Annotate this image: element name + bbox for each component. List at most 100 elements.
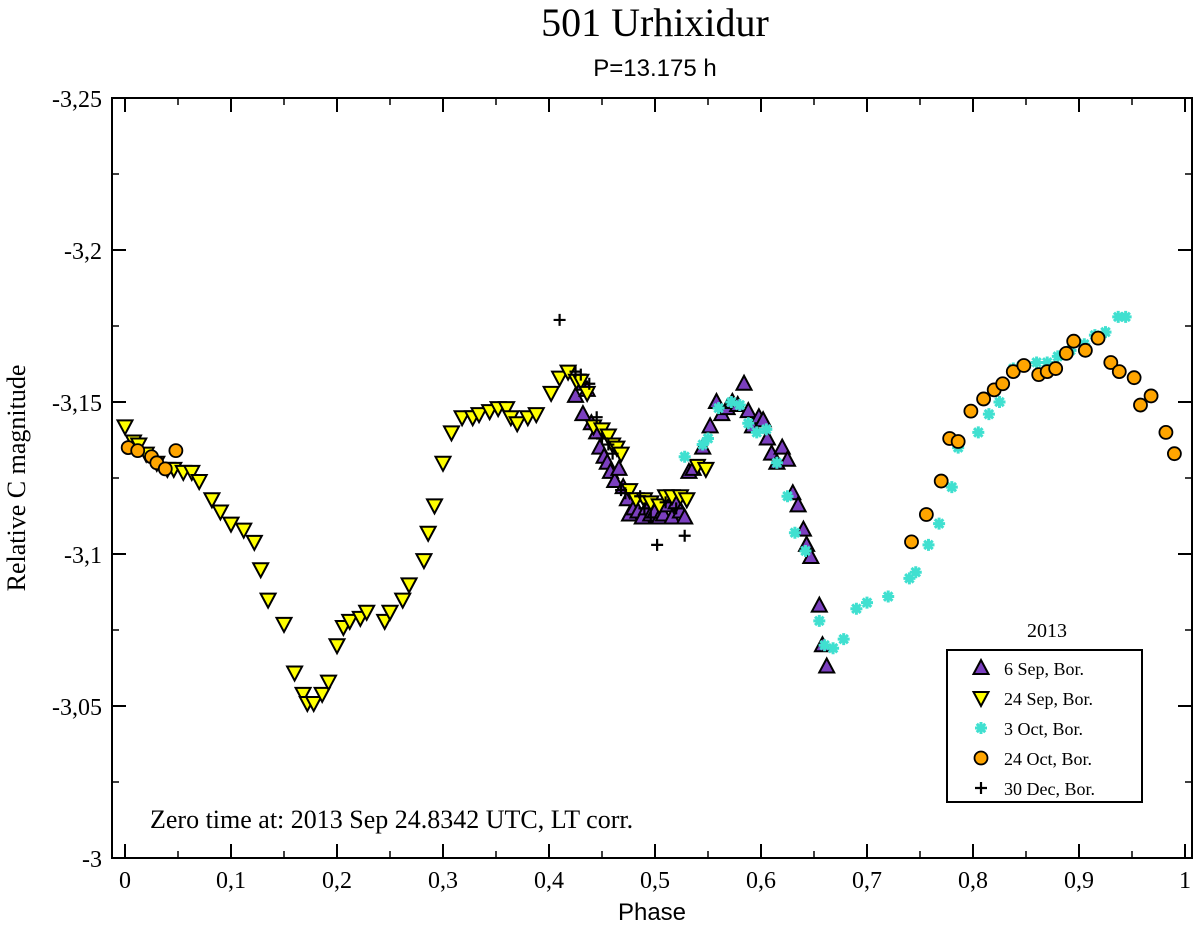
point-sep24 bbox=[469, 407, 489, 425]
point-dec30 bbox=[583, 377, 596, 390]
point-sep24 bbox=[399, 577, 419, 595]
point-oct3 bbox=[850, 602, 863, 615]
data-points bbox=[115, 310, 1182, 714]
point-sep6 bbox=[675, 507, 694, 525]
point-sep24 bbox=[245, 534, 264, 552]
point-sep24 bbox=[251, 562, 270, 580]
point-oct3 bbox=[799, 544, 812, 557]
point-oct24 bbox=[1077, 342, 1093, 358]
point-oct3 bbox=[837, 633, 850, 646]
point-dec30 bbox=[596, 432, 608, 445]
legend-label-sep24: 24 Sep, Bor. bbox=[1004, 689, 1093, 709]
point-dec30 bbox=[678, 529, 691, 542]
point-dec30 bbox=[606, 447, 619, 460]
point-oct3 bbox=[827, 642, 840, 655]
point-sep24 bbox=[182, 464, 201, 483]
point-oct24 bbox=[950, 434, 966, 449]
zero-time-annotation: Zero time at: 2013 Sep 24.8342 UTC, LT c… bbox=[150, 805, 633, 834]
point-oct3 bbox=[770, 456, 783, 469]
x-tick-label: 1 bbox=[1179, 868, 1191, 894]
point-oct3 bbox=[678, 450, 691, 463]
point-oct24 bbox=[130, 443, 146, 459]
point-oct24 bbox=[1126, 370, 1142, 386]
point-dec30 bbox=[574, 368, 587, 381]
point-oct3 bbox=[725, 396, 738, 408]
point-sep24 bbox=[234, 522, 253, 540]
x-tick-label: 0,1 bbox=[216, 868, 246, 894]
point-sep24 bbox=[599, 428, 618, 446]
y-tick-label: -3 bbox=[82, 847, 102, 873]
point-dec30 bbox=[670, 502, 683, 515]
point-sep24 bbox=[202, 492, 222, 510]
x-tick-label: 0,2 bbox=[322, 868, 352, 894]
point-oct3 bbox=[933, 517, 946, 530]
point-oct3 bbox=[1041, 356, 1054, 369]
point-sep24 bbox=[319, 674, 338, 692]
legend-marker-sep6 bbox=[971, 657, 991, 675]
point-sep24 bbox=[425, 498, 444, 516]
point-oct24 bbox=[1133, 397, 1148, 413]
point-sep24 bbox=[418, 525, 438, 543]
point-sep6 bbox=[801, 546, 820, 565]
legend-label-dec30: 30 Dec, Bor. bbox=[1004, 779, 1095, 799]
chart-title: 501 Urhixidur bbox=[541, 0, 769, 45]
point-sep24 bbox=[696, 461, 716, 479]
x-tick-label: 0,3 bbox=[428, 868, 458, 894]
point-sep24 bbox=[550, 370, 569, 388]
point-oct3 bbox=[882, 590, 895, 603]
point-oct3 bbox=[1119, 310, 1132, 323]
point-sep6 bbox=[773, 437, 792, 455]
point-oct24 bbox=[1058, 345, 1074, 361]
y-tick-labels: -3,25 -3,2 -3,15 -3,1 -3,05 -3 bbox=[52, 87, 102, 873]
point-sep24 bbox=[293, 686, 313, 704]
point-oct24 bbox=[933, 473, 949, 489]
point-sep24 bbox=[541, 385, 561, 403]
point-oct24 bbox=[1158, 424, 1174, 440]
point-oct3 bbox=[750, 426, 763, 439]
point-sep24 bbox=[190, 474, 209, 492]
point-dec30 bbox=[602, 438, 615, 451]
point-oct3 bbox=[1112, 310, 1125, 323]
legend-marker-oct24 bbox=[973, 750, 989, 766]
point-oct24 bbox=[1103, 355, 1119, 370]
point-sep24 bbox=[380, 604, 400, 622]
point-sep24 bbox=[357, 604, 376, 622]
point-sep24 bbox=[258, 592, 278, 610]
point-sep24 bbox=[221, 516, 241, 534]
point-oct3 bbox=[903, 572, 916, 585]
x-tick-label: 0,4 bbox=[534, 868, 564, 894]
point-sep6 bbox=[739, 401, 758, 419]
point-oct24 bbox=[1143, 388, 1159, 404]
point-oct3 bbox=[788, 526, 801, 539]
legend-label-oct3: 3 Oct, Bor. bbox=[1004, 719, 1083, 739]
x-tick-label: 0,9 bbox=[1064, 868, 1094, 894]
x-tick-label: 0,6 bbox=[746, 868, 776, 894]
point-oct24 bbox=[963, 403, 979, 419]
point-sep24 bbox=[285, 665, 304, 683]
x-tick-label: 0,7 bbox=[852, 868, 882, 894]
point-oct3 bbox=[733, 399, 746, 412]
point-dec30 bbox=[651, 538, 664, 551]
point-oct3 bbox=[712, 402, 725, 415]
point-oct24 bbox=[168, 443, 184, 459]
x-tick-label: 0,5 bbox=[640, 868, 670, 894]
point-sep6 bbox=[609, 458, 629, 476]
point-oct3 bbox=[1099, 326, 1112, 339]
point-oct3 bbox=[742, 417, 755, 430]
point-oct24 bbox=[1048, 361, 1064, 376]
point-dec30 bbox=[553, 313, 566, 326]
point-oct24 bbox=[1066, 333, 1082, 349]
point-oct24 bbox=[157, 461, 173, 477]
y-tick-label: -3,1 bbox=[64, 543, 102, 569]
point-oct24 bbox=[918, 507, 934, 522]
point-dec30 bbox=[638, 502, 651, 515]
point-dec30 bbox=[659, 496, 672, 509]
point-sep24 bbox=[577, 385, 597, 403]
point-oct24 bbox=[904, 534, 919, 550]
point-sep24 bbox=[497, 401, 516, 419]
x-axis-label: Phase bbox=[618, 899, 686, 926]
point-oct3 bbox=[818, 639, 831, 652]
point-oct3 bbox=[760, 423, 773, 436]
point-sep24 bbox=[340, 613, 359, 631]
